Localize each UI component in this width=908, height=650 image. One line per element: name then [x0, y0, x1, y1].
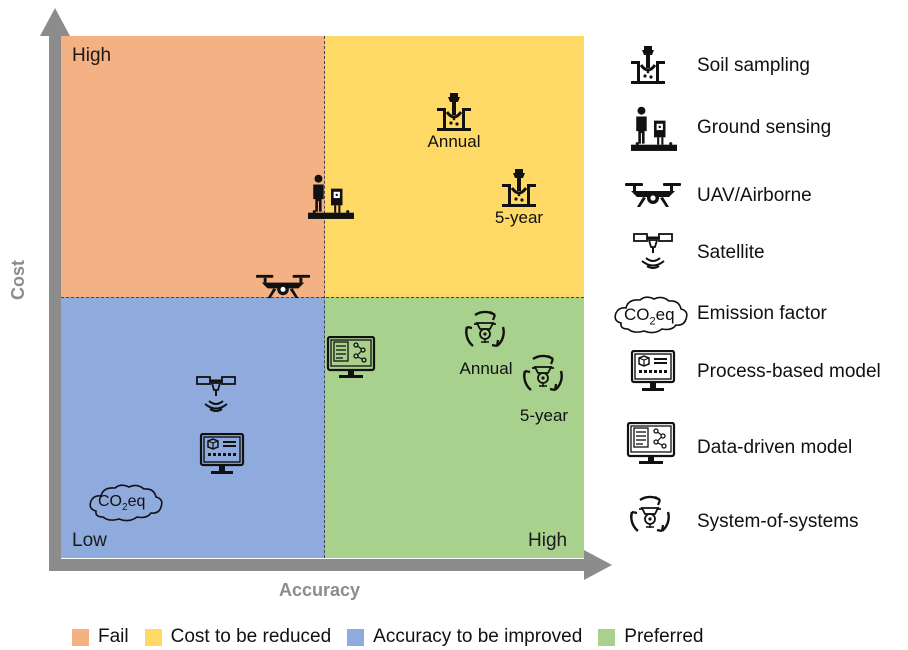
quadrant-fail: [61, 36, 325, 297]
accuracy-swatch: [347, 628, 365, 646]
legend-item-cost-to-be-reduced: Cost to be reduced: [144, 626, 332, 648]
soil-5year-label: 5-year: [494, 208, 544, 227]
cost-label: Cost to be reduced: [170, 626, 332, 647]
top-left-label: High: [72, 45, 112, 66]
legend-satellite-label: Satellite: [697, 242, 765, 263]
legend-system-of-systems-label: System-of-systems: [697, 511, 859, 532]
legend-process-model-icon: [630, 350, 676, 392]
fail-label: Fail: [98, 626, 129, 647]
y-axis-label: Cost: [8, 260, 28, 300]
legend-uav-icon: [623, 180, 683, 210]
x-axis-label: Accuracy: [279, 580, 361, 600]
legend-item-accuracy-to-be-improved: Accuracy to be improved: [347, 626, 582, 648]
system-of-systems-5year-icon: [521, 353, 565, 397]
fail-swatch: [72, 628, 89, 646]
legend-satellite-icon: [633, 232, 673, 276]
legend-system-of-systems-icon: [628, 494, 672, 538]
accuracy-label: Accuracy to be improved: [373, 626, 583, 647]
legend-co2eq-icon: CO2eq: [611, 295, 693, 335]
cost-swatch: [144, 628, 162, 646]
sos-annual-label: Annual: [459, 359, 513, 378]
legend-co2eq-text: CO2eq: [624, 305, 675, 328]
quadrant-accuracy-to-be-improved: [61, 297, 325, 558]
process-based-model-icon: [199, 433, 245, 475]
data-driven-model-icon: [326, 336, 376, 380]
legend-uav-label: UAV/Airborne: [697, 185, 812, 206]
legend-soil-sampling-icon: [628, 45, 668, 85]
soil-sampling-5year-icon: [499, 168, 539, 208]
legend-data-driven-model-icon: [626, 422, 676, 466]
preferred-label: Preferred: [624, 626, 704, 647]
legend-ground-sensing-icon: [631, 106, 677, 152]
legend-item-preferred: Preferred: [598, 626, 703, 648]
legend-emission-factor-label: Emission factor: [697, 303, 827, 324]
bottom-right-label: High: [528, 530, 568, 551]
legend-data-driven-model-label: Data-driven model: [697, 437, 853, 458]
legend-soil-sampling-label: Soil sampling: [697, 55, 810, 76]
bottom-left-label: Low: [72, 530, 107, 551]
quadrant-legend: Fail Cost to be reduced Accuracy to be i…: [72, 624, 719, 650]
quadrant-cost-to-be-reduced: [325, 36, 584, 297]
preferred-swatch: [598, 628, 616, 646]
legend-item-fail: Fail: [72, 626, 129, 648]
legend-ground-sensing-label: Ground sensing: [697, 117, 832, 138]
sos-5year-label: 5-year: [519, 406, 569, 425]
uav-icon: [254, 272, 312, 301]
co2eq-icon: CO2eq: [86, 483, 166, 523]
system-of-systems-annual-icon: [463, 309, 507, 353]
legend-process-model-label: Process-based model: [697, 361, 881, 382]
satellite-icon: [196, 375, 236, 419]
soil-sampling-annual-icon: [434, 92, 474, 132]
ground-sensing-icon: [308, 174, 354, 220]
horizontal-divider: [61, 297, 584, 298]
co2eq-text: CO2eq: [98, 493, 146, 514]
soil-annual-label: Annual: [427, 132, 481, 151]
